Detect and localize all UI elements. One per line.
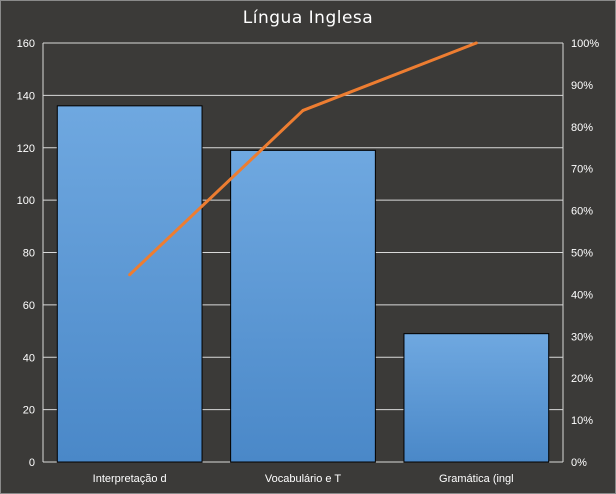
line-point xyxy=(301,108,305,112)
y2-tick-label: 40% xyxy=(571,289,593,301)
line-point xyxy=(128,273,132,277)
left-axis-ticks: 0 20 40 60 80 100 120 140 160 xyxy=(17,38,35,469)
bar xyxy=(403,333,550,463)
x-tick-label: Vocabulário e T xyxy=(265,473,342,485)
y-tick-label: 160 xyxy=(17,38,35,50)
right-axis-ticks: 0% 10% 20% 30% 40% 50% 60% 70% 80% 90% 100% xyxy=(571,38,599,469)
line-point xyxy=(474,41,478,45)
y-tick-label: 20 xyxy=(23,405,35,417)
y-tick-label: 0 xyxy=(29,457,35,469)
y2-tick-label: 20% xyxy=(571,373,593,385)
bar xyxy=(230,149,376,463)
chart-title: Língua Inglesa xyxy=(242,8,374,28)
bar xyxy=(56,105,203,463)
y-tick-label: 40 xyxy=(23,352,35,364)
y2-tick-label: 0% xyxy=(571,457,587,469)
bar-series xyxy=(56,105,550,463)
y2-tick-label: 80% xyxy=(571,122,593,134)
y-tick-label: 80 xyxy=(23,248,35,260)
y-tick-label: 140 xyxy=(17,90,35,102)
y2-tick-label: 30% xyxy=(571,331,593,343)
y-tick-label: 60 xyxy=(23,300,35,312)
x-tick-label: Gramática (ingl xyxy=(439,473,514,485)
y2-tick-label: 10% xyxy=(571,415,593,427)
y2-tick-label: 50% xyxy=(571,248,593,260)
y-tick-label: 120 xyxy=(17,143,35,155)
cumulative-line-series xyxy=(128,41,478,277)
y2-tick-label: 100% xyxy=(571,38,599,50)
y2-tick-label: 70% xyxy=(571,164,593,176)
y2-tick-label: 90% xyxy=(571,80,593,92)
category-axis-labels: Interpretação d Vocabulário e T Gramática … xyxy=(93,473,514,485)
x-tick-label: Interpretação d xyxy=(93,473,167,485)
y2-tick-label: 60% xyxy=(571,206,593,218)
y-tick-label: 100 xyxy=(17,195,35,207)
